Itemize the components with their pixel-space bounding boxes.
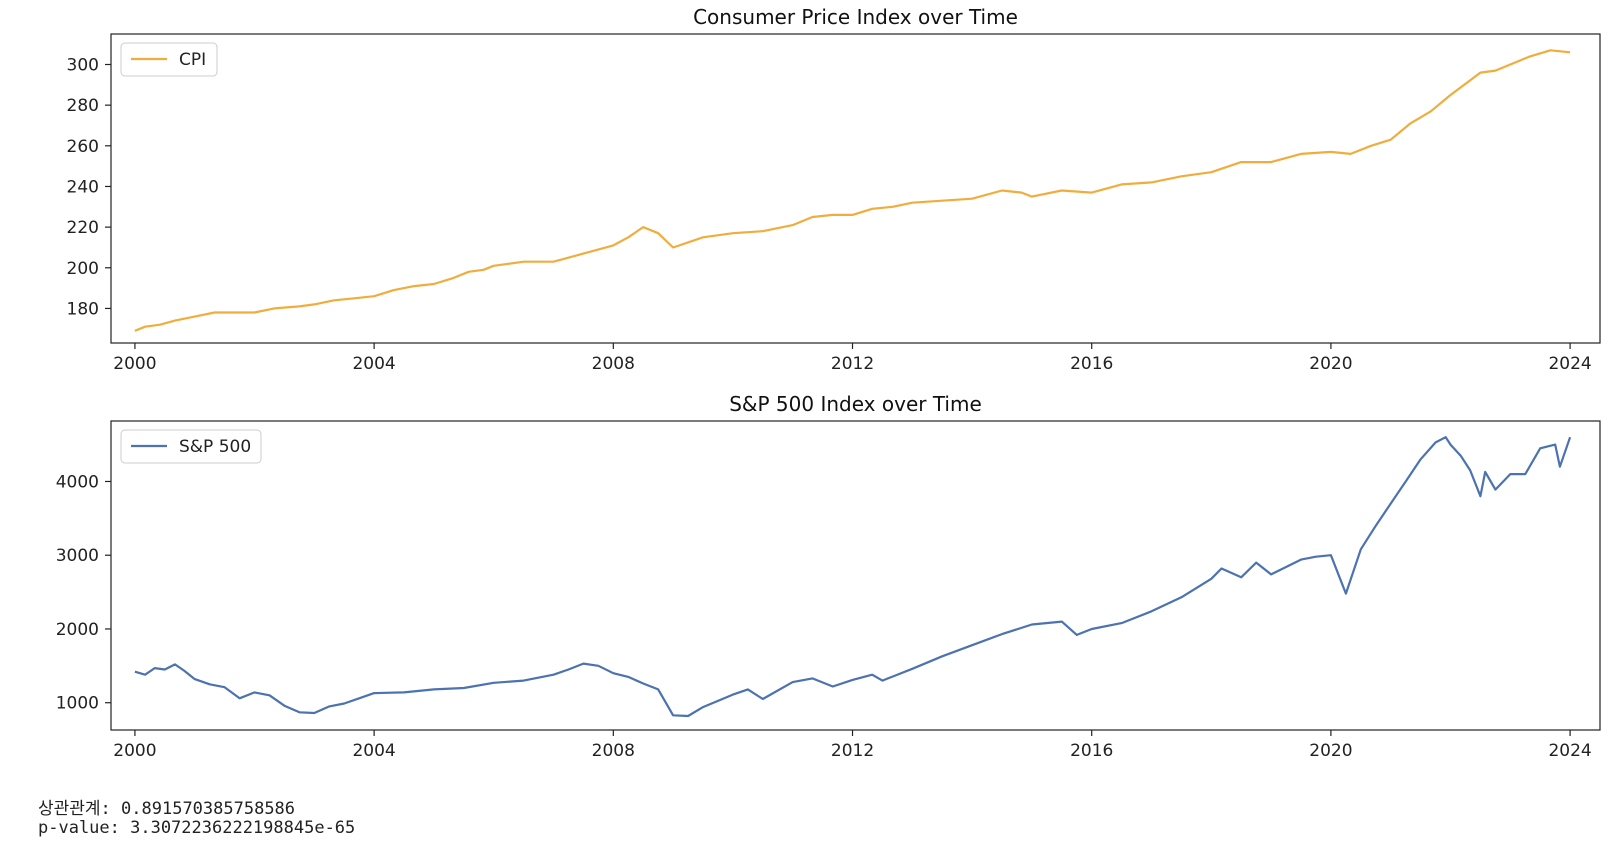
y-tick-label: 300: [67, 55, 99, 75]
correlation-text: 상관관계: 0.891570385758586: [38, 799, 296, 819]
pvalue-text: p-value: 3.3072236222198845e-65: [38, 818, 356, 838]
x-tick-label: 2016: [1070, 354, 1113, 374]
y-tick-label: 220: [67, 218, 99, 238]
plot-area: [110, 33, 1601, 344]
x-tick-label: 2004: [352, 741, 395, 761]
y-tick-label: 3000: [56, 546, 99, 566]
chart-1: Consumer Price Index over Time 2000 2004 20…: [67, 5, 1601, 374]
chart-title: S&P 500 Index over Time: [729, 392, 982, 416]
y-tick-label: 180: [67, 299, 99, 319]
chart-title: Consumer Price Index over Time: [693, 5, 1018, 29]
legend-box: [120, 42, 218, 77]
x-tick-label: 2020: [1309, 741, 1352, 761]
x-tick-label: 2012: [831, 741, 874, 761]
y-tick-label: 200: [67, 259, 99, 279]
series-line: [134, 436, 1572, 718]
chart-2: S&P 500 Index over Time 2000 2004 2008 2012 2…: [56, 392, 1601, 761]
plot-area: [110, 420, 1601, 731]
y-tick-label: 280: [67, 96, 99, 116]
legend-box: [120, 429, 262, 464]
legend-label: CPI: [179, 50, 206, 70]
y-tick-label: 240: [67, 177, 99, 197]
x-tick-label: 2004: [352, 354, 395, 374]
x-tick-label: 2008: [592, 354, 635, 374]
y-tick-label: 260: [67, 137, 99, 157]
x-tick-label: 2008: [592, 741, 635, 761]
x-tick-label: 2000: [113, 741, 156, 761]
series-line: [134, 49, 1571, 332]
x-tick-label: 2012: [831, 354, 874, 374]
x-tick-label: 2000: [113, 354, 156, 374]
x-tick-label: 2024: [1548, 354, 1591, 374]
legend-label: S&P 500: [179, 437, 251, 457]
x-tick-label: 2024: [1548, 741, 1591, 761]
y-tick-label: 4000: [56, 472, 99, 492]
x-tick-label: 2016: [1070, 741, 1113, 761]
y-tick-label: 1000: [56, 694, 99, 714]
legend: S&P 500: [120, 429, 262, 464]
legend: CPI: [120, 42, 218, 77]
x-tick-label: 2020: [1309, 354, 1352, 374]
y-tick-label: 2000: [56, 620, 99, 640]
